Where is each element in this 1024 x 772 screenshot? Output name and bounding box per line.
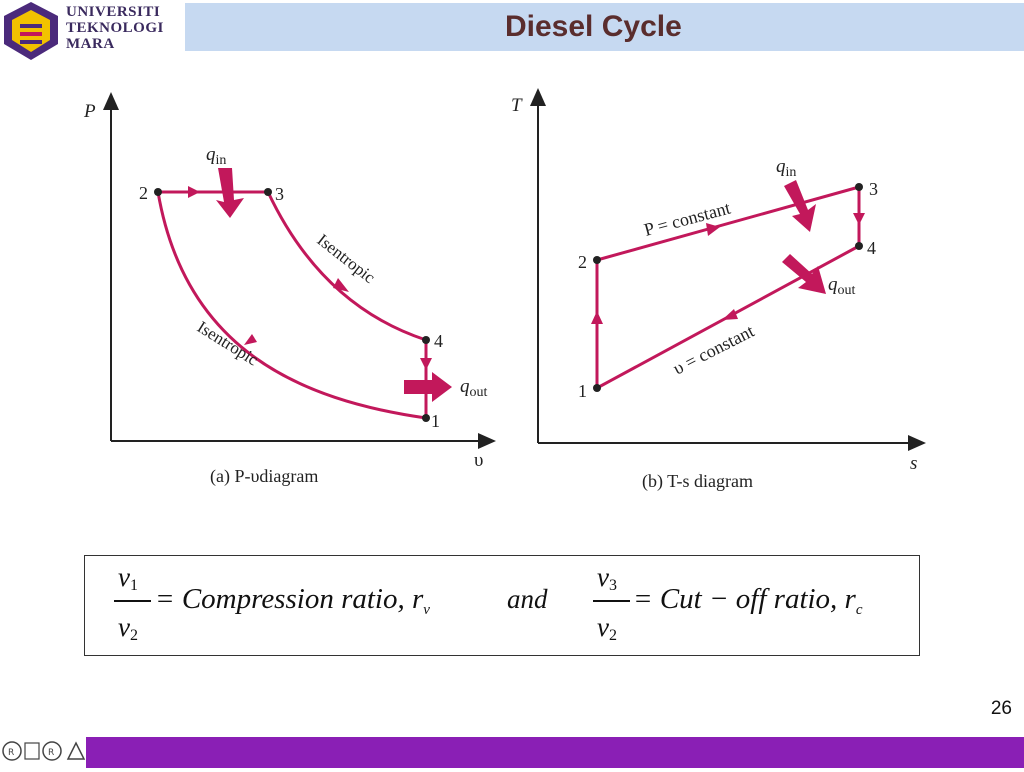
pv-arrow-2-3 — [188, 186, 200, 198]
pv-arrow-1-2 — [244, 334, 257, 345]
pv-point-1 — [422, 414, 430, 422]
ts-y-label: T — [511, 95, 523, 116]
pv-label-1: 1 — [431, 411, 440, 431]
ts-point-4 — [855, 242, 863, 250]
ts-qout-label: qout — [828, 274, 856, 298]
ts-process-2-3 — [596, 185, 860, 262]
ts-qout-arrow-icon — [782, 254, 826, 294]
certification-badges-icon: R R — [2, 741, 86, 761]
ts-label-4: 4 — [867, 238, 876, 258]
pv-qin-label: qin — [206, 144, 226, 168]
pv-process-1-2 — [156, 191, 427, 420]
ts-v-constant-label: υ = constant — [670, 321, 758, 379]
pv-label-4: 4 — [434, 331, 443, 351]
logo-line-1: UNIVERSITI — [66, 4, 161, 20]
footer-bar — [86, 737, 1024, 768]
pv-point-4 — [422, 336, 430, 344]
fraction-bar-1 — [114, 600, 151, 602]
pv-point-3 — [264, 188, 272, 196]
pv-caption: (a) P-υdiagram — [210, 466, 318, 487]
ts-qin-label: qin — [776, 156, 796, 180]
ts-arrow-1-2 — [591, 311, 603, 324]
pv-label-3: 3 — [275, 184, 284, 204]
ts-diagram: T s 1 2 3 4 qin qout P = constant υ = co… — [511, 88, 926, 492]
pv-arrow-3-4 — [333, 278, 349, 292]
pv-arrow-4-1 — [420, 358, 432, 370]
pv-qin-arrow-icon — [216, 168, 244, 218]
ts-point-1 — [593, 384, 601, 392]
uitm-crest-icon — [4, 2, 58, 60]
pv-isentropic-lower: Isentropic — [194, 317, 262, 369]
pv-label-2: 2 — [139, 183, 148, 203]
pv-diagram: P υ 2 3 4 1 qin qout Isentropic Isentrop… — [83, 92, 496, 487]
formula-den-2: v2 — [597, 612, 617, 644]
ts-point-3 — [855, 183, 863, 191]
ts-point-2 — [593, 256, 601, 264]
ts-arrow-3-4 — [853, 213, 865, 225]
formula-num-2: v3 — [597, 562, 617, 594]
pv-x-label: υ — [474, 450, 483, 471]
formula-box: v1 v2 = Compression ratio, rv and v3 v2 … — [84, 555, 920, 656]
title-bar — [185, 3, 1024, 51]
pv-isentropic-upper: Isentropic — [314, 230, 380, 287]
ts-label-2: 2 — [578, 252, 587, 272]
formula-num-1: v1 — [118, 562, 138, 594]
formula-and: and — [507, 584, 548, 614]
slide-title: Diesel Cycle — [505, 10, 682, 43]
certification-logos: R R — [0, 737, 86, 768]
pv-qout-arrow-icon — [404, 372, 452, 402]
fraction-bar-2 — [593, 600, 630, 602]
formula-den-1: v2 — [118, 612, 138, 644]
ts-label-1: 1 — [578, 381, 587, 401]
formula-cutoff: = Cut − off ratio, rc — [633, 583, 863, 618]
ts-arrow-4-1 — [722, 309, 738, 320]
ts-label-3: 3 — [869, 179, 878, 199]
svg-text:R: R — [8, 748, 14, 758]
pv-qout-label: qout — [460, 376, 488, 400]
pv-point-2 — [154, 188, 162, 196]
svg-text:R: R — [48, 748, 54, 758]
pv-y-label: P — [83, 101, 96, 122]
diesel-cycle-diagrams: P υ 2 3 4 1 qin qout Isentropic Isentrop… — [83, 88, 926, 492]
logo-line-3: MARA — [66, 36, 115, 52]
uitm-logo: UNIVERSITI TEKNOLOGI MARA — [0, 0, 185, 62]
ts-x-label: s — [910, 453, 917, 474]
logo-line-2: TEKNOLOGI — [66, 20, 164, 36]
formula-compression: = Compression ratio, rv — [155, 583, 430, 618]
pv-process-3-4 — [266, 191, 427, 342]
ts-qin-arrow-icon — [784, 180, 816, 232]
page-number: 26 — [990, 698, 1012, 719]
ts-caption: (b) T-s diagram — [642, 471, 753, 492]
ts-arrow-2-3 — [706, 223, 720, 236]
